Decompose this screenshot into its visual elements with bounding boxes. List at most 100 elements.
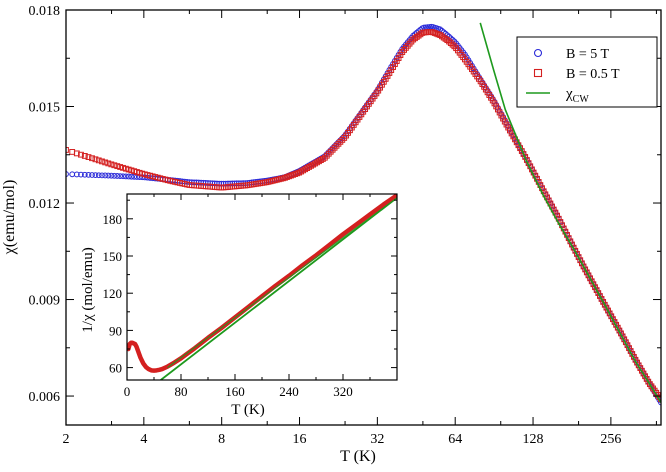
data-point bbox=[503, 121, 510, 128]
data-point bbox=[580, 263, 587, 270]
data-point bbox=[89, 155, 95, 162]
main-series-layer bbox=[66, 22, 661, 406]
data-point bbox=[397, 52, 404, 58]
data-point bbox=[501, 118, 508, 125]
data-point bbox=[587, 275, 594, 282]
data-point bbox=[590, 281, 597, 288]
legend-label-b5t: B = 5 T bbox=[566, 47, 609, 62]
data-point bbox=[92, 156, 99, 163]
main-x-tick-label: 32 bbox=[370, 432, 384, 447]
inset-series-layer bbox=[127, 194, 397, 380]
data-point bbox=[69, 149, 76, 155]
main-y-axis-label: χ(emu/mol) bbox=[1, 180, 18, 256]
inset-x-tick-label: 320 bbox=[333, 384, 353, 399]
data-point bbox=[494, 106, 501, 113]
data-point bbox=[108, 172, 115, 179]
data-point bbox=[430, 29, 436, 36]
data-point bbox=[593, 287, 600, 294]
inset-y-axis-label: 1/χ (mol/emu) bbox=[80, 247, 96, 332]
data-point bbox=[433, 30, 440, 37]
data-point bbox=[125, 173, 132, 180]
data-point bbox=[379, 81, 385, 88]
main-x-axis-label: T (K) bbox=[340, 448, 376, 465]
data-point bbox=[500, 115, 506, 122]
legend-label-chicw-main: χ bbox=[565, 86, 573, 102]
data-point bbox=[393, 58, 400, 64]
data-point bbox=[73, 171, 80, 178]
data-point bbox=[120, 173, 126, 180]
data-point bbox=[78, 151, 84, 158]
data-point bbox=[489, 97, 496, 104]
data-point bbox=[582, 266, 589, 273]
data-point bbox=[122, 173, 129, 180]
legend-marker-b5t bbox=[533, 48, 543, 58]
legend-label-chicw: χCW bbox=[565, 86, 589, 105]
legend-marker-b05t bbox=[533, 68, 543, 78]
data-point bbox=[81, 171, 88, 178]
data-point bbox=[108, 161, 115, 168]
main-plot-frame bbox=[65, 9, 662, 426]
inset-y-tick-label: 120 bbox=[103, 286, 123, 301]
data-point bbox=[600, 298, 607, 305]
main-x-tick-label: 16 bbox=[293, 432, 307, 447]
data-point bbox=[81, 153, 88, 159]
main-x-tick-label: 8 bbox=[218, 432, 225, 447]
data-point bbox=[444, 37, 451, 43]
data-point bbox=[66, 147, 69, 153]
main-ticks: 2 4 8 16 32 64 128 256 0.006 0.009 0.012 0.015 0.018 bbox=[29, 4, 661, 447]
data-point bbox=[597, 293, 603, 299]
inset-fit-overlay bbox=[167, 197, 397, 369]
data-point bbox=[85, 154, 92, 160]
data-point bbox=[102, 172, 109, 179]
data-point bbox=[128, 173, 135, 180]
inset-x-tick-label: 0 bbox=[124, 384, 131, 399]
data-point bbox=[85, 171, 92, 178]
data-point bbox=[386, 70, 393, 76]
data-point bbox=[114, 173, 121, 179]
data-point bbox=[392, 61, 398, 67]
inset-y-tick-label: 180 bbox=[103, 212, 123, 227]
main-y-tick-label: 0.015 bbox=[29, 101, 61, 116]
data-point bbox=[419, 30, 426, 36]
data-point bbox=[498, 112, 505, 119]
data-point bbox=[73, 150, 80, 157]
legend-label-b05t: B = 0.5 T bbox=[566, 67, 620, 82]
inset-x-tick-label: 240 bbox=[279, 384, 299, 399]
legend-label-chicw-sub: CW bbox=[573, 94, 590, 105]
data-point bbox=[395, 55, 402, 61]
data-point bbox=[384, 73, 391, 79]
data-point bbox=[99, 172, 105, 179]
data-point bbox=[105, 160, 112, 167]
data-point bbox=[380, 78, 387, 85]
main-x-tick-label: 256 bbox=[600, 432, 621, 447]
inset-y-tick-label: 60 bbox=[109, 361, 122, 376]
main-y-tick-label: 0.012 bbox=[29, 197, 61, 212]
data-point bbox=[583, 269, 590, 276]
data-point bbox=[431, 30, 438, 36]
data-point bbox=[382, 75, 389, 82]
main-x-tick-label: 64 bbox=[448, 432, 462, 447]
data-point bbox=[508, 130, 515, 137]
data-point bbox=[447, 40, 454, 47]
data-point bbox=[505, 124, 512, 131]
main-y-tick-label: 0.006 bbox=[29, 390, 61, 405]
data-point bbox=[95, 172, 102, 179]
data-point bbox=[390, 64, 396, 70]
data-point bbox=[99, 158, 105, 165]
data-point bbox=[102, 159, 109, 166]
data-point bbox=[92, 172, 99, 179]
main-x-tick-label: 128 bbox=[523, 432, 544, 447]
data-point bbox=[377, 84, 384, 91]
main-y-tick-label: 0.018 bbox=[29, 4, 61, 19]
data-point bbox=[588, 278, 595, 285]
data-point bbox=[95, 157, 102, 164]
data-point bbox=[66, 171, 69, 177]
data-point bbox=[493, 103, 500, 110]
data-point bbox=[111, 162, 118, 169]
data-point bbox=[388, 67, 395, 73]
main-chart: 2 4 8 16 32 64 128 256 0.006 0.009 0.012 0.015 0.018… bbox=[1, 4, 662, 465]
legend: B = 5 T B = 0.5 T χCW bbox=[516, 36, 658, 108]
data-point bbox=[69, 171, 76, 178]
inset-ticks: 0 80 160 240 320 60 90 120 150 180 bbox=[103, 194, 397, 399]
data-point bbox=[491, 100, 498, 107]
